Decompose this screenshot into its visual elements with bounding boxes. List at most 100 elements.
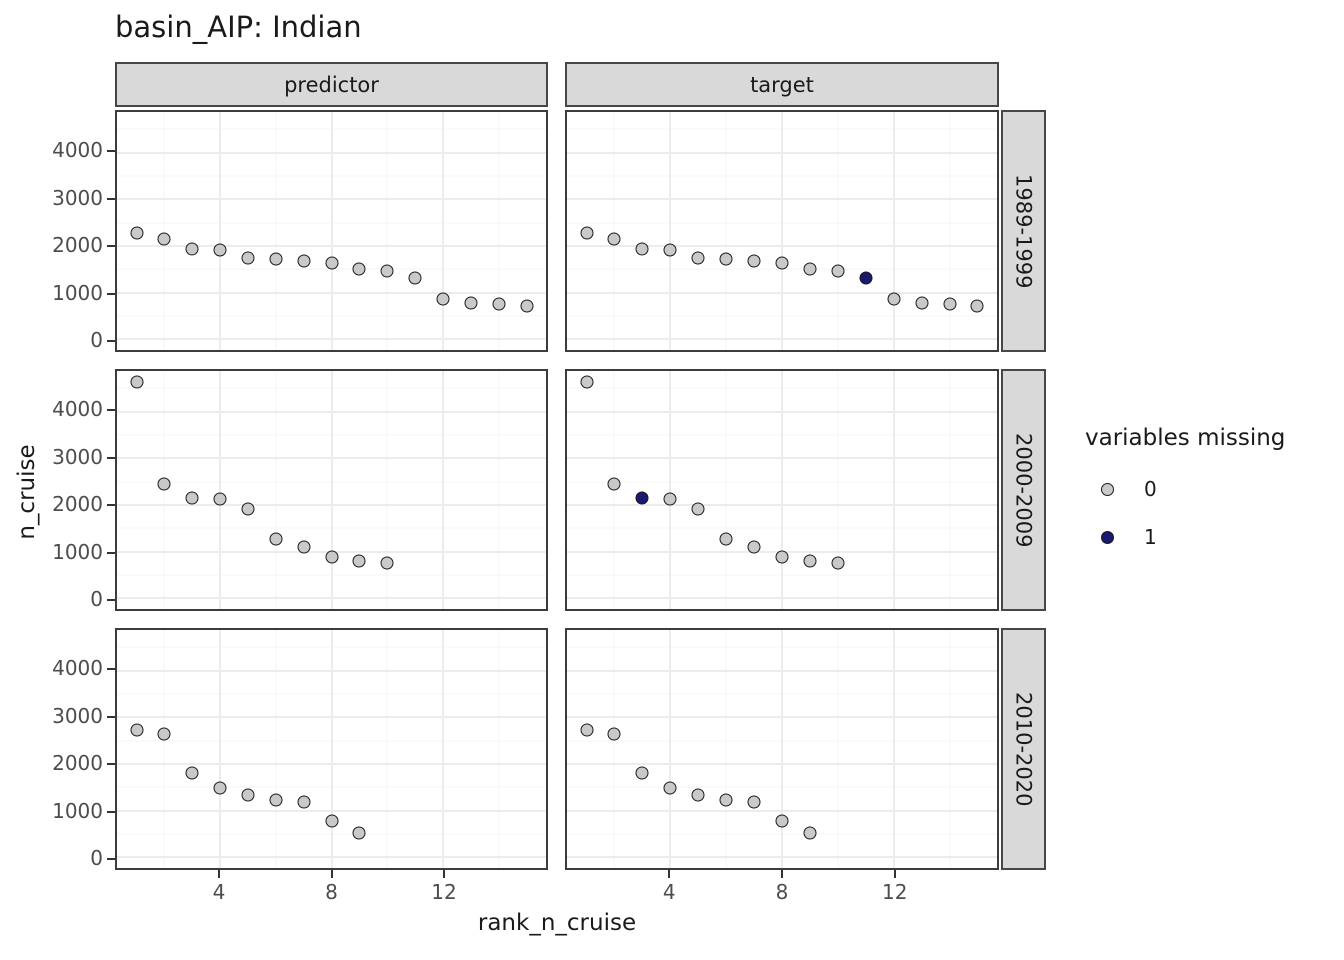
data-point-missing-0 (352, 262, 366, 276)
data-point-missing-1 (635, 491, 649, 505)
x-axis-title: rank_n_cruise (477, 910, 637, 936)
y-tick-mark (107, 504, 115, 507)
gridline-minor-v (949, 371, 951, 609)
y-tick-mark (107, 150, 115, 153)
x-tick-mark (893, 870, 896, 878)
x-tick-label: 8 (325, 880, 338, 904)
data-point-missing-0 (325, 814, 338, 828)
panel-predictor-1989-1999 (115, 110, 548, 352)
data-point-missing-0 (747, 254, 761, 268)
data-point-missing-0 (831, 264, 845, 278)
data-point-missing-0 (436, 292, 450, 306)
x-tick-label: 4 (662, 880, 676, 904)
panel-target-2010-2020 (565, 628, 999, 870)
gridline-minor-v (163, 630, 165, 868)
gridline-minor-v (275, 112, 277, 350)
data-point-missing-0 (297, 254, 311, 268)
data-point-missing-0 (352, 826, 366, 840)
data-point-missing-1 (859, 271, 873, 285)
data-point-missing-0 (130, 226, 143, 240)
gridline-major-v (892, 371, 895, 609)
data-point-missing-0 (691, 502, 705, 516)
gridline-major-v (219, 112, 222, 350)
data-point-missing-0 (831, 556, 845, 570)
y-tick-mark (107, 197, 115, 200)
y-tick-mark (107, 551, 115, 554)
data-point-missing-0 (663, 243, 677, 257)
legend-title: variables missing (1085, 425, 1286, 451)
gridline-minor-v (949, 112, 951, 350)
y-tick-label: 4000 (52, 656, 103, 681)
data-point-missing-0 (464, 296, 478, 310)
data-point-missing-0 (719, 252, 733, 266)
data-point-missing-0 (691, 251, 705, 265)
y-tick-label: 2000 (52, 491, 103, 516)
y-tick-label: 2000 (52, 750, 103, 775)
facet-row-strip-2010-2020: 2010-2020 (1001, 628, 1046, 870)
gridline-minor-v (498, 112, 500, 350)
gridline-minor-v (837, 630, 839, 868)
y-tick-label: 3000 (52, 185, 103, 210)
x-tick-mark (218, 870, 221, 878)
data-point-missing-0 (580, 375, 594, 389)
y-tick-label: 2000 (52, 232, 103, 257)
x-tick-label: 8 (775, 880, 789, 904)
x-tick-mark (781, 870, 783, 878)
y-tick-mark (107, 292, 115, 295)
data-point-missing-0 (580, 226, 594, 240)
gridline-major-v (330, 371, 333, 609)
data-point-missing-0 (719, 532, 733, 546)
gridline-minor-v (163, 112, 165, 350)
y-tick-mark (107, 340, 115, 342)
gridline-major-v (669, 112, 672, 350)
facet-column-strip-target: target (565, 62, 999, 107)
data-point-missing-0 (775, 814, 789, 828)
gridline-minor-v (725, 630, 727, 868)
y-tick-mark (107, 599, 115, 601)
data-point-missing-0 (803, 826, 817, 840)
plot-title: basin_AIP: Indian (115, 10, 362, 44)
legend-item-missing-0: 0 (1101, 477, 1157, 501)
gridline-minor-v (386, 112, 388, 350)
legend-key-circle-0 (1101, 482, 1114, 496)
data-point-missing-0 (803, 554, 817, 568)
data-point-missing-0 (520, 299, 533, 313)
y-tick-label: 0 (90, 845, 103, 870)
gridline-minor-v (613, 112, 615, 350)
gridline-minor-v (498, 630, 500, 868)
legend-item-label: 0 (1144, 477, 1157, 501)
data-point-missing-0 (213, 243, 227, 257)
data-point-missing-0 (130, 375, 143, 389)
data-point-missing-0 (635, 766, 649, 780)
y-tick-label: 3000 (52, 444, 103, 469)
data-point-missing-0 (607, 232, 621, 246)
data-point-missing-0 (325, 550, 338, 564)
y-tick-mark (107, 858, 115, 860)
x-tick-mark (668, 870, 671, 878)
panel-target-1989-1999 (565, 110, 999, 352)
data-point-missing-0 (297, 795, 311, 809)
data-point-missing-0 (607, 727, 621, 741)
data-point-missing-0 (130, 723, 143, 737)
panel-predictor-2010-2020 (115, 628, 548, 870)
panel-target-2000-2009 (565, 369, 999, 611)
data-point-missing-0 (691, 788, 705, 802)
y-tick-mark (107, 409, 115, 412)
y-tick-mark (107, 456, 115, 459)
data-point-missing-0 (775, 256, 789, 270)
gridline-major-v (441, 112, 444, 350)
data-point-missing-0 (185, 491, 199, 505)
data-point-missing-0 (719, 793, 733, 807)
gridline-minor-v (949, 630, 951, 868)
legend-item-missing-1: 1 (1101, 525, 1157, 549)
panel-predictor-2000-2009 (115, 369, 548, 611)
data-point-missing-0 (157, 477, 171, 491)
gridline-major-v (892, 112, 895, 350)
data-point-missing-0 (325, 256, 338, 270)
gridline-minor-v (613, 630, 615, 868)
data-point-missing-0 (970, 299, 984, 313)
gridline-minor-v (837, 112, 839, 350)
data-point-missing-0 (915, 296, 929, 310)
data-point-missing-0 (747, 540, 761, 554)
data-point-missing-0 (380, 264, 394, 278)
